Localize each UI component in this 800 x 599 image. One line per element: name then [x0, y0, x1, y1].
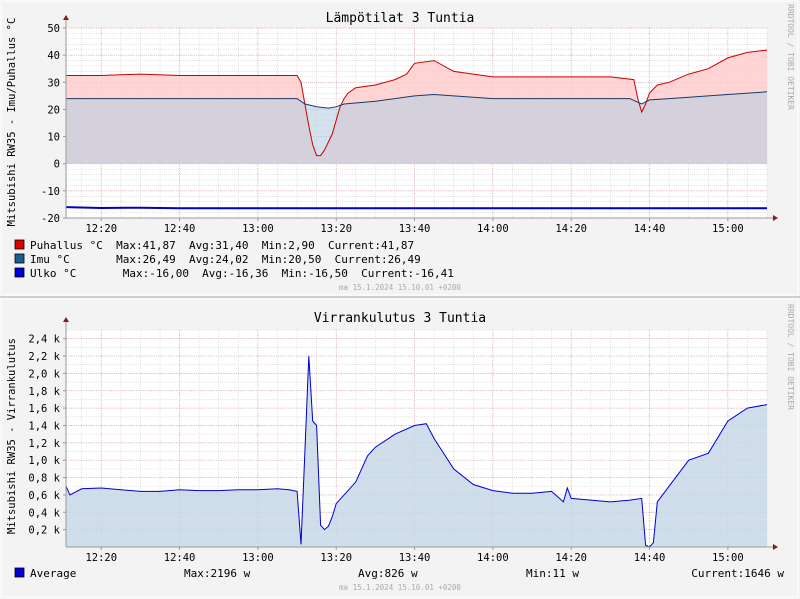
timestamp: ma 15.1.2024 15.10.01 +0200 [339, 283, 461, 292]
y-tick-label: -10 [41, 186, 60, 198]
y-tick-label: -20 [41, 213, 60, 225]
x-tick-label: 14:00 [477, 223, 509, 235]
x-tick-label: 12:40 [164, 223, 196, 235]
x-tick-label: 15:00 [712, 552, 744, 564]
y-tick-label: 0,4 k [28, 507, 60, 519]
x-tick-label: 12:40 [164, 552, 196, 564]
y-tick-label: 2,2 k [28, 351, 60, 363]
x-tick-label: 14:40 [634, 552, 666, 564]
temperature-graph: Lämpötilat 3 Tuntia Mitsubishi RW35 - Im… [0, 0, 799, 296]
legend-text-ulko: Ulko °C Max:-16,00 Avg:-16,36 Min:-16,50… [30, 267, 454, 280]
plot-area: 0,2 k 0,4 k 0,6 k 0,8 k 1,0 k 1,2 k 1,4 k 1,6 k… [28, 317, 778, 564]
y-tick-label: 10 [47, 132, 60, 144]
series-area-1 [66, 91, 767, 164]
series-line-0 [65, 355, 768, 548]
y-tick-label: 40 [47, 50, 60, 62]
graph-frame [0, 298, 799, 598]
y-tick-label: 1,4 k [28, 420, 60, 432]
watermark-side-label: RRDTOOL / TOBI OETIKER [786, 304, 795, 410]
graph-frame [0, 0, 799, 296]
legend-swatch-imu [14, 253, 25, 264]
y-tick-label: 0,2 k [28, 525, 60, 537]
x-tick-label: 12:20 [85, 552, 117, 564]
x-tick-label: 14:20 [555, 552, 587, 564]
y-axis-arrow [63, 317, 69, 322]
grid [66, 329, 768, 548]
y-tick-label: 2,4 k [28, 334, 60, 346]
y-tick-label: 2,0 k [28, 368, 60, 380]
y-tick-label: 0,8 k [28, 473, 60, 485]
legend-text-puhallus: Puhallus °C Max:41,87 Avg:31,40 Min:2,90… [30, 239, 414, 252]
y-axis-label: Mitsubishi RW35 - Virrankulutus [6, 338, 18, 534]
x-tick-label: 15:00 [712, 223, 744, 235]
legend-text-average: Average [30, 567, 76, 580]
x-tick-label: 13:20 [320, 223, 352, 235]
y-tick-label: 0 [54, 159, 60, 171]
summary-min: Min:11 w [526, 567, 579, 580]
y-tick-label: 1,0 k [28, 455, 60, 467]
series-line-0 [66, 49, 768, 157]
y-tick-label: 30 [47, 77, 60, 89]
summary-max: Max:2196 w [184, 567, 251, 580]
x-axis-arrow [773, 215, 778, 221]
x-tick-label: 13:40 [399, 223, 431, 235]
y-tick-label: 1,6 k [28, 403, 60, 415]
x-tick-label: 13:00 [242, 223, 274, 235]
legend-text-imu: Imu °C Max:26,49 Avg:24,02 Min:20,50 Cur… [30, 253, 421, 266]
y-tick-label: 1,8 k [28, 386, 60, 398]
x-tick-label: 13:40 [399, 552, 431, 564]
x-axis-arrow [773, 544, 778, 550]
x-tick-label: 13:20 [320, 552, 352, 564]
y-tick-label: 0,6 k [28, 490, 60, 502]
x-tick-label: 13:00 [242, 552, 274, 564]
power-graph: Virrankulutus 3 Tuntia Mitsubishi RW35 -… [0, 298, 799, 598]
x-tick-label: 12:20 [85, 223, 117, 235]
legend-entry-imu: Imu °C Max:26,49 Avg:24,02 Min:20,50 Cur… [14, 253, 421, 266]
y-axis-arrow [63, 15, 69, 20]
y-axis-label: Mitsubishi RW35 - Imu/Puhallus °C [6, 18, 18, 227]
summary-avg: Avg:826 w [358, 567, 418, 580]
timestamp: ma 15.1.2024 15.10.01 +0200 [339, 583, 461, 592]
y-tick-label: 1,2 k [28, 438, 60, 450]
x-tick-label: 14:00 [477, 552, 509, 564]
chart-title: Virrankulutus 3 Tuntia [314, 311, 486, 326]
watermark-side-label: RRDTOOL / TOBI OETIKER [786, 4, 795, 110]
plot-area: -20 -10 0 10 20 30 40 50 12:20 12:40 13:00 13:20 13:… [41, 15, 778, 235]
legend: Average Max:2196 w Avg:826 w Min:11 w Cu… [14, 567, 784, 580]
series-line-1 [66, 91, 768, 109]
x-tick-label: 14:40 [634, 223, 666, 235]
series-line-2 [65, 206, 767, 210]
series-area-0 [66, 356, 767, 547]
legend-entry-puhallus: Puhallus °C Max:41,87 Avg:31,40 Min:2,90… [14, 239, 414, 252]
legend-swatch-puhallus [14, 239, 25, 250]
legend-entry-average: Average [14, 567, 76, 580]
y-tick-label: 20 [47, 104, 60, 116]
legend-swatch-ulko [14, 267, 25, 278]
x-tick-label: 14:20 [555, 223, 587, 235]
legend: Puhallus °C Max:41,87 Avg:31,40 Min:2,90… [14, 239, 454, 280]
legend-swatch-average [14, 567, 25, 578]
y-tick-label: 50 [47, 23, 60, 35]
summary-current: Current:1646 w [691, 567, 784, 580]
legend-entry-ulko: Ulko °C Max:-16,00 Avg:-16,36 Min:-16,50… [14, 267, 454, 280]
chart-title: Lämpötilat 3 Tuntia [326, 11, 475, 26]
